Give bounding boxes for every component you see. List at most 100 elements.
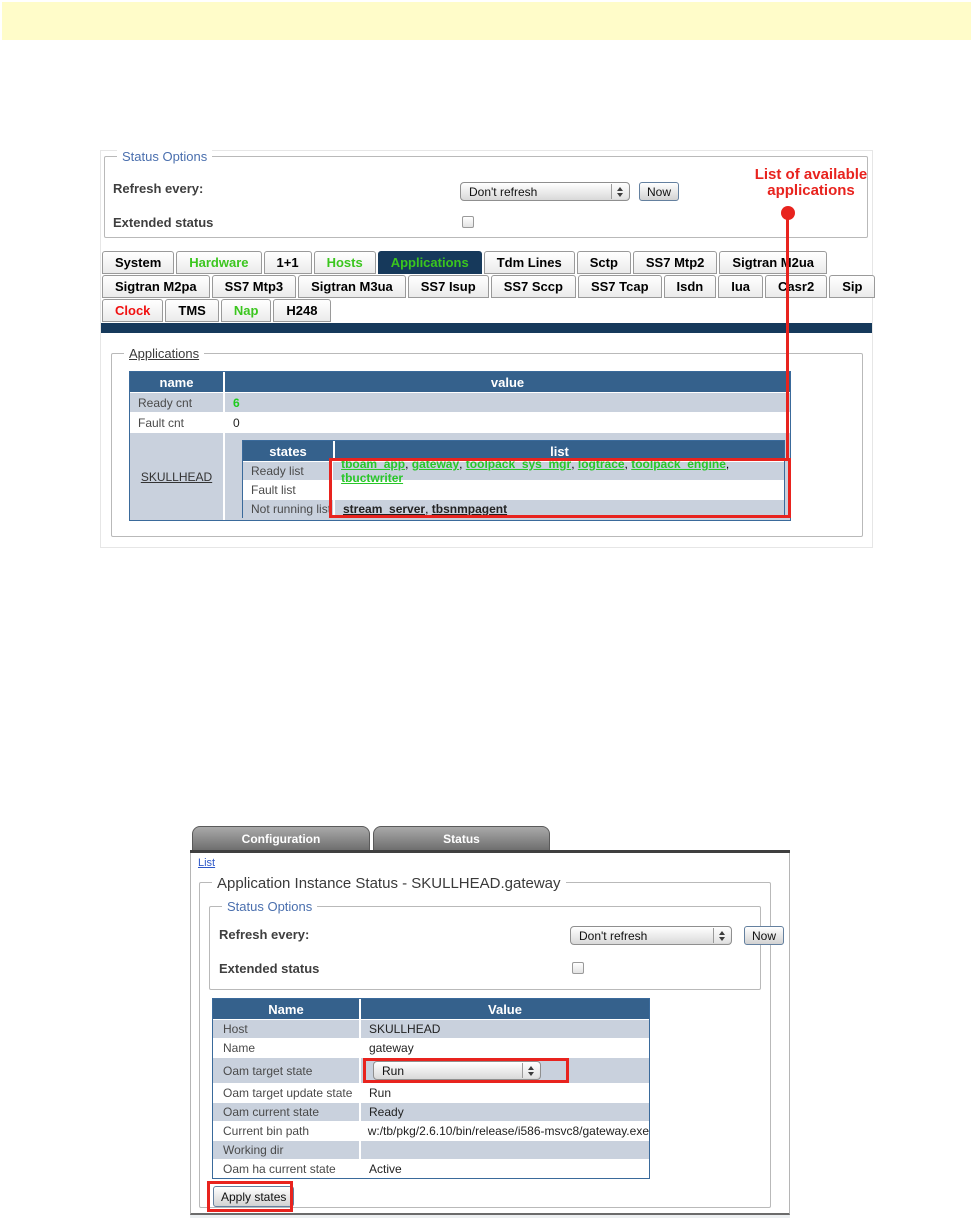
oam-target-state-value: Run (382, 1063, 405, 1078)
app-link-tbuctwriter[interactable]: tbuctwriter (341, 471, 404, 485)
tab-ss7-mtp2[interactable]: SS7 Mtp2 (632, 251, 718, 274)
row-name: Working dir (213, 1141, 361, 1159)
tab-tdm-lines[interactable]: Tdm Lines (483, 251, 575, 274)
status-options-legend: Status Options (117, 149, 213, 164)
tab-applications[interactable]: Applications (377, 251, 482, 274)
extended-status-label-2: Extended status (219, 961, 320, 976)
ready-cnt-value: 6 (233, 395, 240, 410)
host-cell: SKULLHEAD (130, 433, 225, 520)
status-row-name: Name gateway (213, 1038, 649, 1057)
host-link[interactable]: SKULLHEAD (140, 469, 213, 484)
tab-hosts[interactable]: Hosts (313, 251, 376, 274)
tab-sigtran-m3ua[interactable]: Sigtran M3ua (298, 275, 406, 298)
host-row: SKULLHEAD states list Ready list tboam_a… (130, 432, 790, 520)
row-name: Current bin path (213, 1122, 360, 1140)
row-value: Active (369, 1162, 402, 1176)
row-value: Ready (369, 1105, 404, 1119)
status-options-legend-2: Status Options (222, 899, 318, 914)
tab-sctp[interactable]: Sctp (576, 251, 631, 274)
tab-system[interactable]: System (102, 251, 175, 274)
tab-ss7-tcap[interactable]: SS7 Tcap (577, 275, 662, 298)
refresh-interval-value: Don't refresh (469, 184, 538, 199)
status-options-fieldset-2: Status Options (209, 899, 761, 990)
app-link-toolpack_engine[interactable]: toolpack_engine (631, 457, 726, 471)
tab-tms[interactable]: TMS (165, 299, 219, 322)
extended-status-checkbox[interactable] (462, 216, 474, 228)
extended-status-label: Extended status (113, 215, 214, 230)
not-running-list: stream_server, tbsnmpagent (343, 502, 508, 516)
oam-target-state-select[interactable]: Run (373, 1061, 541, 1080)
screenshot-app-instance-status: Configuration Status List Application In… (190, 825, 790, 1218)
tab-iua[interactable]: Iua (718, 275, 764, 298)
header-name: name (130, 372, 225, 392)
tab-isdn[interactable]: Isdn (663, 275, 717, 298)
tab-status[interactable]: Status (373, 826, 550, 851)
app-instance-legend: Application Instance Status - SKULLHEAD.… (212, 875, 566, 892)
tab-hardware[interactable]: Hardware (176, 251, 262, 274)
refresh-every-label: Refresh every: (113, 181, 204, 196)
header-list: list (550, 443, 569, 459)
instance-table-header: Name Value (213, 999, 649, 1019)
tab-ss7-mtp3[interactable]: SS7 Mtp3 (211, 275, 297, 298)
app-link-gateway[interactable]: gateway (411, 457, 460, 471)
status-row-oam-ha-current-state: Oam ha current state Active (213, 1159, 649, 1178)
refresh-every-label-2: Refresh every: (219, 927, 310, 942)
tab-sip[interactable]: Sip (829, 275, 876, 298)
table-row: Fault cnt 0 (130, 412, 790, 432)
refresh-interval-select-2[interactable]: Don't refresh (570, 926, 732, 945)
table-row: Ready cnt 6 (130, 392, 790, 412)
app-link-logtrace[interactable]: logtrace (577, 457, 625, 471)
tab-nap[interactable]: Nap (220, 299, 272, 322)
tab-sigtran-m2ua[interactable]: Sigtran M2ua (719, 251, 828, 274)
states-row: Fault list (243, 480, 784, 499)
tab-h248[interactable]: H248 (273, 299, 331, 322)
app-link-tbsnmpagent[interactable]: tbsnmpagent (431, 502, 508, 516)
tab-configuration[interactable]: Configuration (192, 826, 370, 851)
now-button[interactable]: Now (639, 182, 680, 201)
row-name: Oam ha current state (213, 1160, 361, 1178)
row-value: w:/tb/pkg/2.6.10/bin/release/i586-msvc8/… (367, 1124, 649, 1138)
tab-1-1[interactable]: 1+1 (263, 251, 312, 274)
now-button-2[interactable]: Now (744, 926, 785, 945)
yellow-highlight-band (2, 2, 971, 40)
row-value: Run (361, 1058, 649, 1083)
screenshot-applications-status: Status Options Refresh every: Don't refr… (100, 149, 876, 548)
apply-states-button[interactable]: Apply states (213, 1186, 295, 1207)
row-name: Oam target state (213, 1058, 361, 1083)
ready-list: tboam_app, gateway, toolpack_sys_mgr, lo… (341, 457, 730, 485)
fault-cnt-value: 0 (233, 415, 240, 430)
extended-status-checkbox-2[interactable] (572, 962, 584, 974)
row-name: Name (213, 1039, 361, 1057)
status-row-current-bin-path: Current bin path w:/tb/pkg/2.6.10/bin/rel… (213, 1121, 649, 1140)
applications-table: name value Ready cnt 6 Fault cnt 0 SKULL… (129, 371, 791, 521)
refresh-interval-select[interactable]: Don't refresh (460, 182, 630, 201)
app-link-stream_server[interactable]: stream_server (343, 502, 426, 516)
tab-row-1: System Hardware 1+1 Hosts Applications Tdm Li… (102, 251, 828, 274)
tab-casr2[interactable]: Casr2 (765, 275, 828, 298)
app-link-toolpack_sys_mgr[interactable]: toolpack_sys_mgr (465, 457, 572, 471)
refresh-interval-value-2: Don't refresh (579, 928, 648, 943)
row-value: gateway (369, 1041, 414, 1055)
select-stepper-icon (522, 1063, 539, 1078)
states-row: Not running list stream_server, tbsnmpag… (243, 499, 784, 518)
list-link[interactable]: List (198, 857, 216, 869)
applications-table-header: name value (130, 372, 790, 392)
status-row-host: Host SKULLHEAD (213, 1019, 649, 1038)
tab-ss7-sccp[interactable]: SS7 Sccp (490, 275, 576, 298)
row-name: Fault cnt (130, 413, 225, 432)
tab-clock[interactable]: Clock (102, 299, 164, 322)
row-name: Ready cnt (130, 393, 225, 412)
header-states: states (243, 441, 335, 461)
app-link-tboam_app[interactable]: tboam_app (341, 457, 406, 471)
row-name: Not running list (243, 500, 335, 518)
row-name: Oam current state (213, 1103, 361, 1121)
header-value: value (490, 374, 525, 390)
instance-status-table: Name Value Host SKULLHEAD Name gateway Oam t… (212, 998, 650, 1179)
tab-divider (190, 850, 790, 853)
tab-ss7-isup[interactable]: SS7 Isup (407, 275, 489, 298)
states-row: Ready list tboam_app, gateway, toolpack_… (243, 457, 784, 485)
states-table-header: states list (243, 441, 784, 461)
tab-sigtran-m2pa[interactable]: Sigtran M2pa (102, 275, 210, 298)
header-value: Value (488, 1001, 522, 1017)
